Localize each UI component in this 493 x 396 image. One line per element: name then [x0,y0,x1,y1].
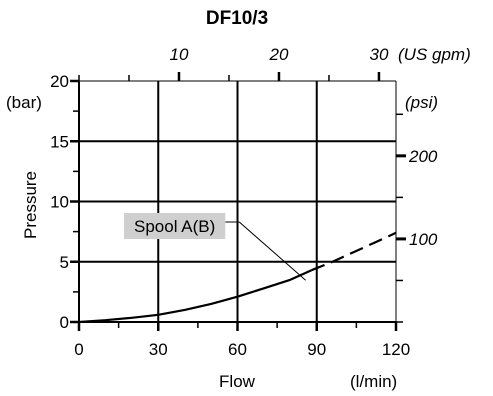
top-axis-unit-label: (US gpm) [398,45,471,64]
annotation-label: Spool A(B) [134,217,215,236]
y-tick-label: 15 [50,132,69,151]
annotation-leader-tail [238,221,306,281]
annotation-box [124,213,226,239]
y-tick-label: 5 [60,253,69,272]
x-tick-label: 120 [382,340,410,359]
tick-labels: 0 30 60 90 120 0 5 10 15 20 10 20 30 100 200 [50,45,438,359]
right-tick-label: 200 [408,147,438,166]
series-layer [78,231,397,324]
x-tick-label: 30 [149,340,168,359]
x-tick-label: 90 [307,340,326,359]
y-tick-label: 20 [50,72,69,91]
right-tick-label: 100 [409,230,438,249]
series-line-solid [78,269,312,324]
grid [79,81,396,322]
x-axis-title: Flow [219,372,256,391]
top-tick-label: 10 [170,45,189,64]
right-axis-unit-label: (psi) [405,93,438,112]
y-tick-label: 10 [50,193,69,212]
x-unit-label: (l/min) [350,372,397,391]
axis-ticks [70,72,406,331]
x-tick-label: 60 [228,340,247,359]
series-annotation: Spool A(B) [124,213,306,281]
y-tick-label: 0 [60,313,69,332]
x-tick-label: 0 [74,340,83,359]
top-tick-label: 20 [269,45,289,64]
chart-title: DF10/3 [206,8,268,29]
y-unit-label: (bar) [6,93,42,112]
y-axis-title: Pressure [21,171,40,239]
top-tick-label: 30 [370,45,389,64]
series-line-dashed [311,231,397,272]
